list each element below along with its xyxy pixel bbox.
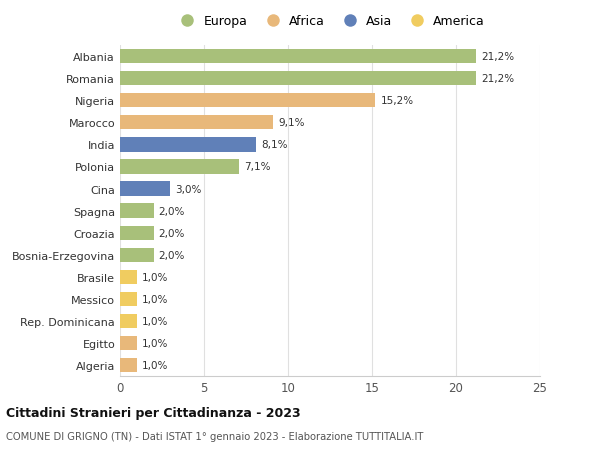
Text: 15,2%: 15,2%	[380, 96, 413, 106]
Text: 21,2%: 21,2%	[481, 74, 514, 84]
Bar	[120, 94, 376, 108]
Bar	[120, 358, 137, 373]
Text: 2,0%: 2,0%	[158, 228, 185, 238]
Text: 8,1%: 8,1%	[261, 140, 287, 150]
Text: 1,0%: 1,0%	[142, 360, 168, 370]
Bar	[120, 336, 137, 351]
Bar	[120, 116, 273, 130]
Bar	[120, 72, 476, 86]
Text: 7,1%: 7,1%	[244, 162, 271, 172]
Bar	[120, 248, 154, 263]
Bar	[120, 292, 137, 307]
Text: Cittadini Stranieri per Cittadinanza - 2023: Cittadini Stranieri per Cittadinanza - 2…	[6, 406, 301, 419]
Text: 21,2%: 21,2%	[481, 52, 514, 62]
Bar	[120, 160, 239, 174]
Text: 3,0%: 3,0%	[175, 184, 202, 194]
Bar	[120, 182, 170, 196]
Bar	[120, 50, 476, 64]
Text: 1,0%: 1,0%	[142, 272, 168, 282]
Legend: Europa, Africa, Asia, America: Europa, Africa, Asia, America	[170, 10, 490, 33]
Text: 9,1%: 9,1%	[278, 118, 304, 128]
Text: 1,0%: 1,0%	[142, 316, 168, 326]
Text: COMUNE DI GRIGNO (TN) - Dati ISTAT 1° gennaio 2023 - Elaborazione TUTTITALIA.IT: COMUNE DI GRIGNO (TN) - Dati ISTAT 1° ge…	[6, 431, 424, 442]
Text: 2,0%: 2,0%	[158, 250, 185, 260]
Bar	[120, 204, 154, 218]
Bar	[120, 314, 137, 329]
Text: 2,0%: 2,0%	[158, 206, 185, 216]
Bar	[120, 138, 256, 152]
Bar	[120, 270, 137, 285]
Text: 1,0%: 1,0%	[142, 338, 168, 348]
Bar	[120, 226, 154, 241]
Text: 1,0%: 1,0%	[142, 294, 168, 304]
